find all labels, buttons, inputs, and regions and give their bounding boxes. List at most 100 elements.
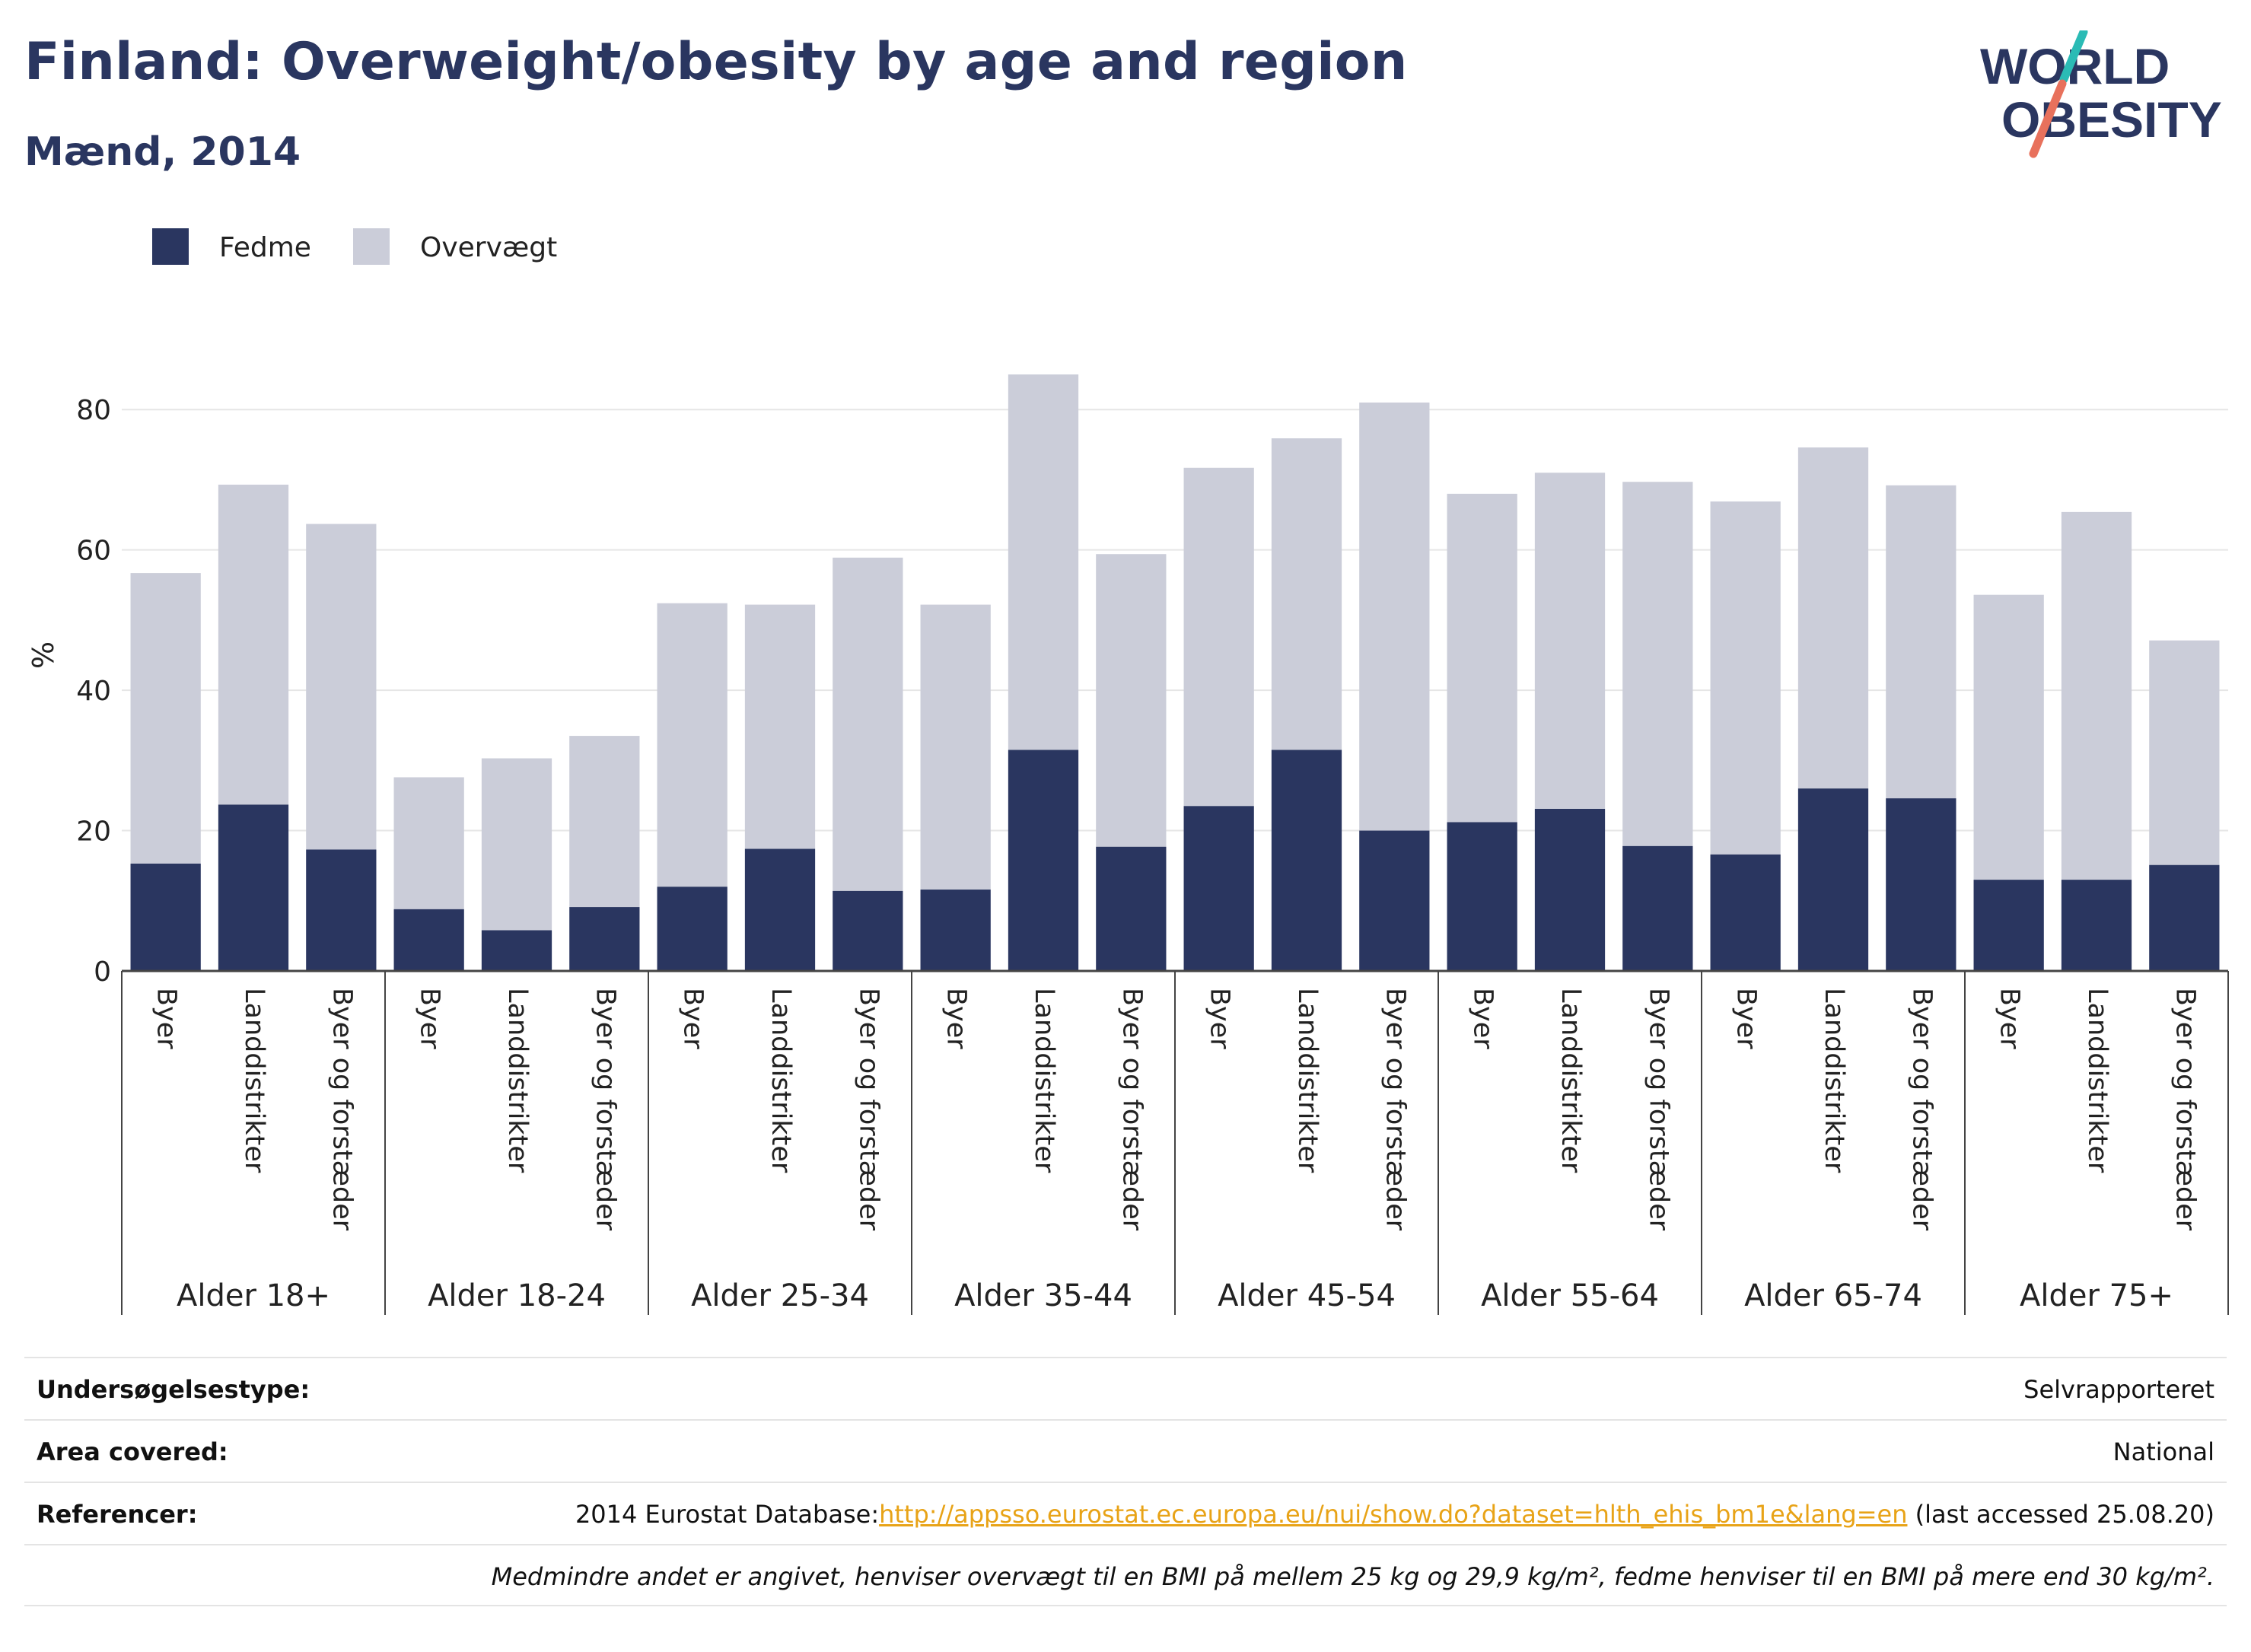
survey-type-label: Undersøgelsestype: — [37, 1375, 310, 1404]
bar-overweight — [218, 484, 289, 805]
x-tick-label: Landdistrikter — [1555, 988, 1586, 1173]
y-axis: 0 20 40 60 80% — [27, 395, 111, 988]
bar-obesity — [1447, 822, 1517, 971]
info-row-note: Medmindre andet er angivet, henviser ove… — [24, 1544, 2227, 1606]
x-tick-label: Byer — [1995, 988, 2025, 1049]
bar-overweight — [1359, 403, 1430, 831]
group-label: Alder 18+ — [177, 1278, 330, 1313]
grid-lines — [122, 409, 2228, 832]
x-tick-label: Landdistrikter — [502, 988, 533, 1173]
group-label: Alder 18-24 — [428, 1278, 606, 1313]
bar-obesity — [481, 930, 552, 971]
x-tick-label: Byer og forstæder — [1643, 988, 1673, 1231]
bar-overweight — [2061, 511, 2132, 880]
bar-obesity — [130, 863, 201, 971]
bar-overweight — [833, 557, 903, 891]
x-tick-label: Byer — [415, 988, 445, 1049]
x-tick-label: Byer — [678, 988, 708, 1049]
x-tick-label: Byer og forstæder — [1906, 988, 1937, 1231]
reference-link[interactable]: http://appsso.eurostat.ec.europa.eu/nui/… — [879, 1500, 1908, 1529]
bar-obesity — [218, 804, 289, 971]
x-tick-label: Byer og forstæder — [590, 988, 620, 1231]
bmi-note: Medmindre andet er angivet, henviser ove… — [491, 1562, 2214, 1591]
y-axis-label: % — [27, 641, 60, 669]
area-covered-value: National — [2113, 1437, 2214, 1466]
bar-overweight — [1622, 482, 1693, 846]
bar-overweight — [1447, 493, 1517, 823]
bar-overweight — [1183, 467, 1254, 807]
world-obesity-logo: WORLD OBESITY — [1980, 30, 2222, 158]
y-tick-label: 0 — [94, 957, 111, 988]
bar-overweight — [306, 524, 377, 850]
x-tick-label: Byer og forstæder — [1380, 988, 1410, 1231]
bar-overweight — [130, 573, 201, 864]
stacked-bar-chart: Fedme Overvægt 0 20 40 60 80% Byer Landdistrik… — [27, 228, 2229, 1315]
group-label: Alder 35-44 — [954, 1278, 1132, 1313]
x-axis: Byer Landdistrikter Byer og forstæder Alder… — [121, 969, 2229, 1315]
x-tick-label: Landdistrikter — [766, 988, 796, 1173]
x-tick-label: Landdistrikter — [239, 988, 269, 1173]
x-tick-label: Landdistrikter — [1029, 988, 1059, 1173]
group-label: Alder 25-34 — [691, 1278, 869, 1313]
references-value: 2014 Eurostat Database:http://appsso.eur… — [575, 1500, 2214, 1529]
info-row-references: Referencer: 2014 Eurostat Database:http:… — [24, 1482, 2227, 1544]
bar-overweight — [1973, 594, 2044, 880]
bar-overweight — [393, 777, 464, 909]
bar-obesity — [1797, 788, 1869, 971]
bar-obesity — [1622, 845, 1693, 971]
bar-obesity — [1359, 830, 1430, 971]
bar-overweight — [744, 604, 816, 849]
bar-overweight — [1886, 485, 1956, 799]
x-tick-label: Byer — [941, 988, 972, 1049]
bar-obesity — [1008, 750, 1079, 971]
reference-prefix: 2014 Eurostat Database: — [575, 1500, 880, 1529]
bar-obesity — [306, 849, 377, 971]
bar-obesity — [1096, 846, 1167, 971]
info-row-area: Area covered: National — [24, 1419, 2227, 1482]
bar-overweight — [920, 604, 991, 890]
y-tick-label: 80 — [76, 395, 111, 426]
y-tick-label: 60 — [76, 536, 111, 567]
x-tick-label: Byer — [151, 988, 182, 1049]
area-covered-label: Area covered: — [37, 1437, 228, 1466]
x-tick-label: Landdistrikter — [2082, 988, 2113, 1173]
group-label: Alder 65-74 — [1744, 1278, 1922, 1313]
bar-obesity — [569, 907, 640, 971]
bar-obesity — [2061, 880, 2132, 971]
group-label: Alder 55-64 — [1481, 1278, 1659, 1313]
x-tick-label: Byer og forstæder — [1116, 988, 1147, 1231]
bar-overweight — [1271, 438, 1342, 750]
legend: Fedme Overvægt — [152, 228, 557, 265]
legend-swatch-obesity — [152, 228, 189, 265]
legend-label: Fedme — [219, 232, 311, 263]
x-tick-label: Byer — [1468, 988, 1498, 1049]
group-label: Alder 45-54 — [1218, 1278, 1396, 1313]
x-tick-label: Byer og forstæder — [326, 988, 357, 1231]
page-subtitle: Mænd, 2014 — [24, 129, 301, 175]
bar-obesity — [1886, 798, 1956, 971]
bar-obesity — [2149, 864, 2220, 971]
bar-overweight — [569, 736, 640, 908]
bar-overweight — [1797, 447, 1869, 789]
logo-slash-coral — [2029, 79, 2067, 158]
logo-slash-teal — [2059, 30, 2088, 84]
bar-obesity — [1973, 880, 2044, 971]
legend-swatch-overweight — [353, 228, 390, 265]
bar-obesity — [657, 886, 728, 971]
page-title: Finland: Overweight/obesity by age and r… — [24, 32, 1408, 92]
x-tick-label: Landdistrikter — [1819, 988, 1849, 1173]
bar-overweight — [1096, 554, 1167, 847]
group-label: Alder 75+ — [2020, 1278, 2173, 1313]
info-row-survey: Undersøgelsestype: Selvrapporteret — [24, 1357, 2227, 1419]
y-tick-label: 40 — [76, 676, 111, 707]
y-tick-label: 20 — [76, 816, 111, 848]
x-tick-label: Byer — [1205, 988, 1235, 1049]
bar-overweight — [1710, 501, 1781, 855]
bar-obesity — [393, 909, 464, 971]
bar-overweight — [481, 758, 552, 931]
bar-obesity — [1271, 750, 1342, 971]
x-tick-label: Byer og forstæder — [2170, 988, 2200, 1231]
references-label: Referencer: — [37, 1500, 198, 1529]
bar-obesity — [833, 890, 903, 971]
bar-obesity — [1183, 806, 1254, 971]
